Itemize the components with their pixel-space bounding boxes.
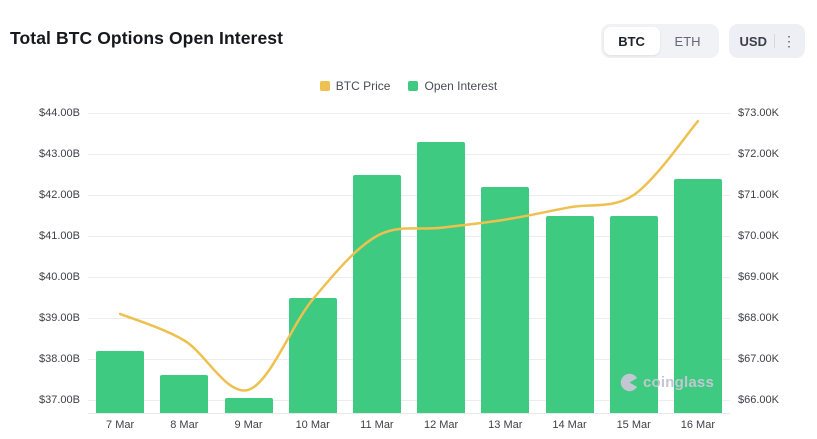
x-axis-label: 11 Mar — [360, 419, 394, 431]
legend-label: BTC Price — [335, 79, 391, 93]
legend-item-btc-price: BTC Price — [319, 79, 391, 93]
open-interest-bar[interactable] — [288, 297, 337, 413]
open-interest-bar[interactable] — [481, 186, 530, 413]
y-axis-label-left: $44.00B — [39, 107, 80, 119]
y-axis-label-left: $38.00B — [39, 353, 80, 365]
watermark-text: coinglass — [643, 374, 714, 391]
y-axis-label-right: $73.00K — [738, 107, 779, 119]
y-axis-label-right: $66.00K — [738, 394, 779, 406]
x-axis-label: 9 Mar — [234, 419, 263, 431]
divider — [774, 34, 775, 48]
y-axis-label-left: $40.00B — [39, 271, 80, 283]
page-title: Total BTC Options Open Interest — [10, 28, 284, 48]
chart-area: coinglass $44.00B $43.00B $42.00B $41.00B $4… — [0, 100, 817, 439]
coinglass-pacman-icon — [620, 373, 639, 392]
open-interest-bar[interactable] — [545, 215, 594, 413]
y-axis-label-right: $70.00K — [738, 230, 779, 242]
x-axis-label: 7 Mar — [106, 419, 135, 431]
y-axis-label-left: $42.00B — [39, 189, 80, 201]
currency-label: USD — [739, 33, 767, 49]
open-interest-swatch-icon — [408, 81, 419, 91]
x-axis-label: 10 Mar — [295, 419, 330, 431]
gridline — [88, 113, 730, 114]
x-axis-label: 8 Mar — [170, 419, 199, 431]
x-axis-label: 14 Mar — [552, 419, 587, 431]
gridline — [88, 400, 730, 401]
y-axis-label-right: $67.00K — [738, 353, 779, 365]
x-axis-label: 12 Mar — [423, 419, 459, 431]
tab-eth[interactable]: ETH — [660, 27, 716, 55]
y-axis-label-right: $68.00K — [738, 312, 779, 324]
open-interest-bar[interactable] — [224, 398, 273, 413]
legend: BTC Price Open Interest — [0, 79, 817, 93]
header-controls: BTC ETH USD ⋮ — [600, 24, 805, 58]
x-axis-label: 13 Mar — [488, 419, 523, 431]
coinglass-watermark: coinglass — [620, 373, 714, 392]
y-axis-label-left: $43.00B — [39, 148, 80, 160]
legend-label: Open Interest — [424, 79, 498, 93]
y-axis-label-left: $37.00B — [39, 394, 80, 406]
x-axis-line — [88, 413, 730, 414]
open-interest-bar[interactable] — [96, 350, 145, 413]
open-interest-bar[interactable] — [160, 375, 209, 413]
coin-toggle: BTC ETH — [600, 24, 719, 58]
btc-price-swatch-icon — [319, 81, 330, 91]
tab-btc[interactable]: BTC — [603, 27, 660, 55]
currency-select[interactable]: USD ⋮ — [728, 24, 805, 58]
y-axis-label-right: $69.00K — [738, 271, 779, 283]
y-axis-label-left: $39.00B — [39, 312, 80, 324]
open-interest-bar[interactable] — [352, 174, 401, 413]
y-axis-label-right: $71.00K — [738, 189, 779, 201]
open-interest-bar[interactable] — [417, 141, 466, 413]
gridline — [88, 195, 730, 196]
gridline — [88, 154, 730, 155]
x-axis-label: 16 Mar — [680, 419, 716, 431]
x-axis-label: 15 Mar — [616, 419, 651, 431]
legend-item-open-interest: Open Interest — [408, 79, 497, 93]
vertical-dots-icon: ⋮ — [782, 33, 796, 49]
y-axis-label-right: $72.00K — [738, 148, 779, 160]
y-axis-label-left: $41.00B — [39, 230, 80, 242]
